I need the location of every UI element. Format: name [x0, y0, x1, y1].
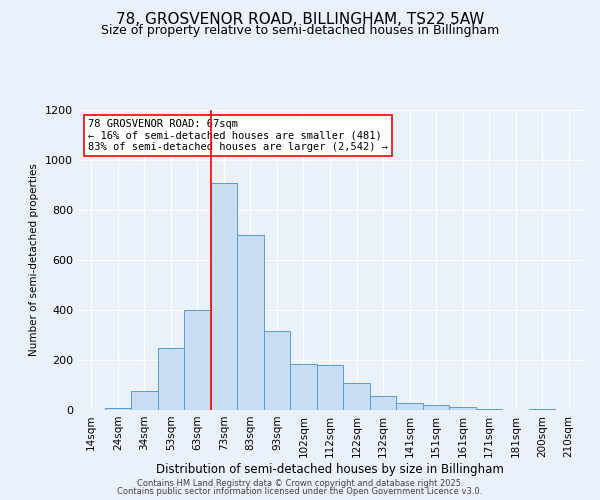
- Bar: [317, 365, 343, 410]
- Bar: [343, 382, 370, 410]
- Text: Contains public sector information licensed under the Open Government Licence v3: Contains public sector information licen…: [118, 487, 482, 496]
- Bar: [131, 391, 158, 410]
- Bar: [104, 408, 131, 410]
- Bar: [290, 364, 317, 410]
- Y-axis label: Number of semi-detached properties: Number of semi-detached properties: [29, 164, 40, 356]
- Bar: [529, 409, 556, 410]
- Text: Contains HM Land Registry data © Crown copyright and database right 2025.: Contains HM Land Registry data © Crown c…: [137, 478, 463, 488]
- X-axis label: Distribution of semi-detached houses by size in Billingham: Distribution of semi-detached houses by …: [156, 462, 504, 475]
- Bar: [423, 405, 449, 410]
- Bar: [211, 182, 237, 410]
- Bar: [158, 348, 184, 410]
- Text: Size of property relative to semi-detached houses in Billingham: Size of property relative to semi-detach…: [101, 24, 499, 37]
- Bar: [184, 310, 211, 410]
- Text: 78 GROSVENOR ROAD: 67sqm
← 16% of semi-detached houses are smaller (481)
83% of : 78 GROSVENOR ROAD: 67sqm ← 16% of semi-d…: [88, 119, 388, 152]
- Text: 78, GROSVENOR ROAD, BILLINGHAM, TS22 5AW: 78, GROSVENOR ROAD, BILLINGHAM, TS22 5AW: [116, 12, 484, 28]
- Bar: [263, 331, 290, 410]
- Bar: [370, 396, 397, 410]
- Bar: [237, 235, 263, 410]
- Bar: [397, 402, 423, 410]
- Bar: [449, 407, 476, 410]
- Bar: [476, 409, 502, 410]
